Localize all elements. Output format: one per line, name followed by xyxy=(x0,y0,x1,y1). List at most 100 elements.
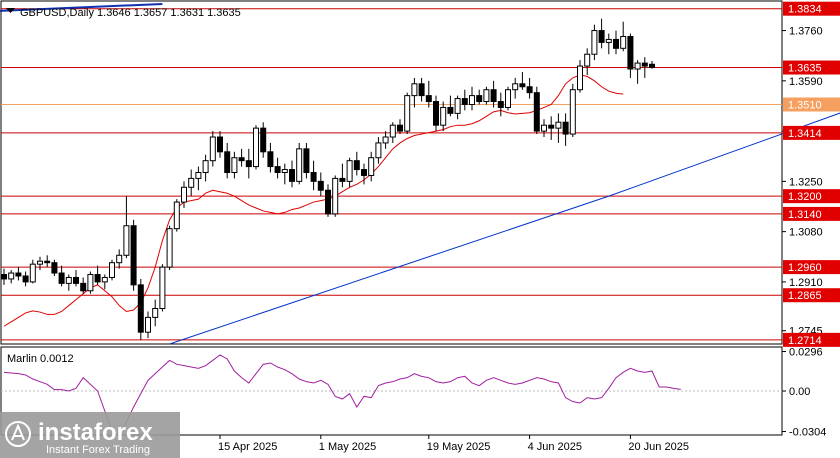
candle-body xyxy=(37,260,43,265)
candle xyxy=(224,142,231,179)
candle xyxy=(94,265,101,285)
level-label: 1.2865 xyxy=(788,290,822,302)
instaforex-watermark: instaforex Instant Forex Trading xyxy=(0,412,180,458)
candle-body xyxy=(361,169,367,176)
candle-body xyxy=(512,83,519,91)
candle-body xyxy=(404,95,411,132)
level-label-bg xyxy=(783,332,840,347)
candle xyxy=(368,151,375,182)
candle xyxy=(159,264,166,312)
candle xyxy=(418,77,425,102)
candle-body xyxy=(166,228,173,268)
candle-body xyxy=(641,62,648,67)
candle xyxy=(303,142,310,179)
candle-body xyxy=(389,124,396,138)
candle-body xyxy=(454,98,461,114)
candle xyxy=(145,311,151,339)
candle-body xyxy=(22,275,29,283)
candle-body xyxy=(80,282,87,292)
slow-moving-average xyxy=(169,112,840,345)
candle-body xyxy=(231,157,238,173)
x-tick-label: 15 Apr 2025 xyxy=(218,441,277,453)
candle-body xyxy=(591,30,598,55)
candle xyxy=(649,61,655,69)
candle-body xyxy=(137,284,144,333)
candle-body xyxy=(152,308,159,318)
candle-body xyxy=(440,106,447,126)
candle xyxy=(245,148,252,179)
candle-body xyxy=(447,106,454,114)
candle xyxy=(361,163,367,185)
candle xyxy=(461,89,468,111)
candle xyxy=(44,255,51,268)
candle xyxy=(152,299,159,327)
candle-body xyxy=(505,89,511,108)
horizontal-levels xyxy=(1,8,782,341)
x-tick-label: 19 May 2025 xyxy=(427,441,491,453)
candle-body xyxy=(483,89,490,103)
candle-body xyxy=(101,276,108,283)
slow-ma-line xyxy=(169,112,840,345)
candle xyxy=(483,86,490,105)
candle-body xyxy=(541,124,547,132)
level-label-bg xyxy=(783,288,840,303)
candle-body xyxy=(346,160,353,182)
candle-body xyxy=(476,95,483,103)
candle-body xyxy=(281,169,288,174)
candle-body xyxy=(29,263,36,283)
candle-body xyxy=(562,121,569,135)
candle xyxy=(634,60,641,84)
candle-body xyxy=(433,101,439,126)
candle-body xyxy=(519,83,526,88)
candle xyxy=(274,157,281,179)
symbol-header: GBPUSD,Daily 1.3646 1.3657 1.3631 1.3635 xyxy=(20,7,241,19)
candle xyxy=(454,95,461,120)
candle xyxy=(173,199,180,232)
candle-body xyxy=(51,262,58,274)
candle-body xyxy=(649,63,655,69)
candle-body xyxy=(469,95,475,105)
candle xyxy=(476,89,483,105)
candle-body xyxy=(217,136,223,153)
candle xyxy=(526,77,533,99)
candle-body xyxy=(339,177,346,182)
level-label: 1.3200 xyxy=(788,191,822,203)
level-label: 1.3140 xyxy=(788,209,822,221)
candle xyxy=(58,265,65,287)
collapse-triangle-icon[interactable] xyxy=(6,8,15,13)
candle-body xyxy=(569,89,576,135)
candle-body xyxy=(533,92,540,132)
candle-body xyxy=(224,151,231,174)
candle-body xyxy=(289,169,295,182)
candle-body xyxy=(238,157,245,162)
candle xyxy=(109,259,115,281)
candle-body xyxy=(497,101,504,108)
price-pane-frame xyxy=(0,0,783,345)
candle-body xyxy=(202,160,209,173)
candle xyxy=(548,116,555,140)
candle-body xyxy=(368,157,375,176)
candle-body xyxy=(310,172,317,182)
candle xyxy=(116,249,123,269)
candle xyxy=(15,267,22,281)
candle-body xyxy=(620,35,627,49)
candle-body xyxy=(195,172,202,179)
level-label-bg xyxy=(783,260,840,275)
level-label-bg xyxy=(783,1,840,16)
candle-body xyxy=(73,276,79,284)
y-tick-label: 1.3080 xyxy=(789,227,823,239)
watermark-brand: instaforex xyxy=(38,419,153,446)
level-label: 1.3510 xyxy=(788,99,822,111)
candle-body xyxy=(332,177,339,215)
candle xyxy=(137,278,144,340)
candle xyxy=(195,166,202,191)
candle-body xyxy=(353,160,360,171)
candle-body xyxy=(555,121,562,129)
candle xyxy=(123,196,130,259)
candle xyxy=(202,154,209,182)
candle xyxy=(188,169,195,197)
candle-body xyxy=(130,225,137,286)
candle xyxy=(217,131,223,158)
candle-body xyxy=(65,276,72,284)
